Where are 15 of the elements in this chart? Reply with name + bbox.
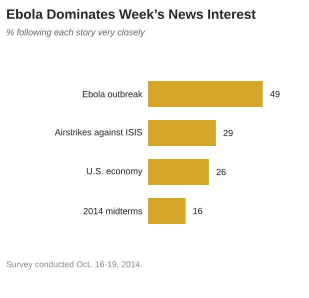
bar (148, 81, 263, 108)
chart-title: Ebola Dominates Week’s News Interest (7, 9, 256, 19)
y-tick-label: Airstrikes against ISIS (54, 128, 142, 138)
y-tick-label: Ebola outbreak (82, 90, 142, 98)
data-label: 49 (270, 90, 280, 98)
data-label: 16 (193, 208, 202, 214)
bar (148, 120, 216, 146)
data-label: 29 (224, 130, 233, 136)
text: % following each story very closely (6, 28, 146, 38)
y-tick-label: 2014 midterms (84, 208, 142, 214)
bar (148, 159, 209, 186)
y-tick-label: U.S. economy (86, 168, 142, 176)
data-label: 26 (216, 168, 226, 176)
text: Survey conducted Oct. 16-19, 2014. (6, 261, 142, 269)
bar (148, 198, 186, 224)
